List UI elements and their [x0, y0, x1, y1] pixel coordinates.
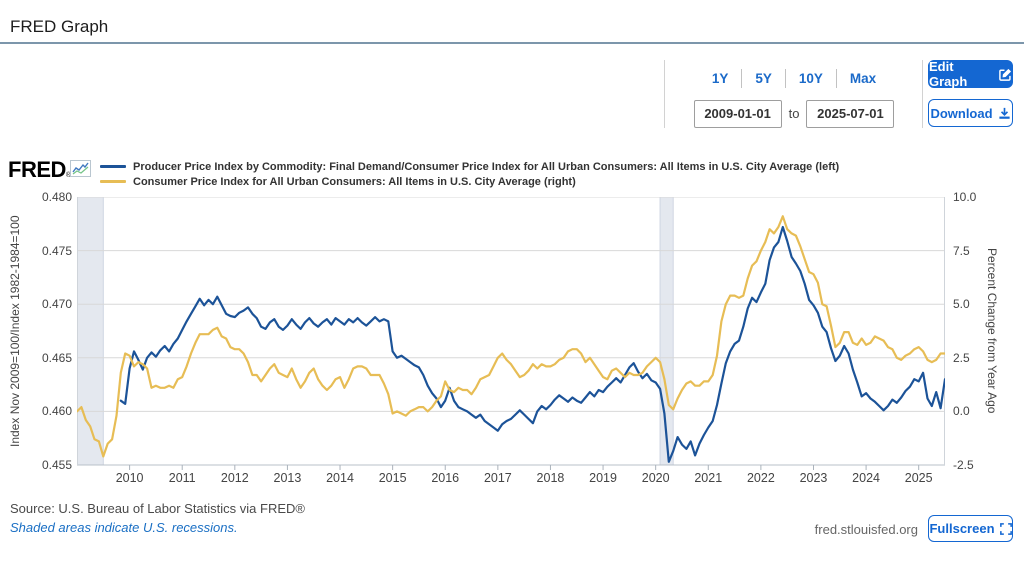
- left-axis-tick-label: 0.480: [41, 190, 72, 204]
- toolbar-divider-right: [922, 60, 923, 128]
- x-axis-year-label: 2010: [115, 471, 144, 485]
- title-bar: FRED Graph: [0, 0, 1024, 44]
- registered-mark: ®: [65, 172, 71, 179]
- date-range-controls: to: [672, 99, 916, 128]
- x-axis-year-label: 2024: [852, 471, 880, 485]
- x-axis-year-label: 2012: [220, 471, 249, 485]
- legend-swatch: [100, 180, 126, 183]
- edit-graph-button[interactable]: Edit Graph: [928, 59, 1013, 89]
- x-axis-year-label: 2016: [431, 471, 460, 485]
- series-line-left: [119, 225, 945, 463]
- legend-label: Producer Price Index by Commodity: Final…: [133, 160, 840, 173]
- range-separator: [741, 68, 743, 88]
- x-axis-year-label: 2017: [483, 471, 512, 485]
- x-axis-year-label: 2020: [641, 471, 670, 485]
- right-axis-tick-label: 10.0: [953, 190, 977, 204]
- range-link-max[interactable]: Max: [849, 70, 877, 86]
- end-date-input[interactable]: [806, 99, 895, 128]
- left-axis-tick-label: 0.460: [41, 404, 72, 419]
- download-label: Download: [930, 105, 993, 121]
- edit-icon: [999, 68, 1012, 81]
- x-axis-year-label: 2011: [168, 471, 196, 485]
- source-text: Source: U.S. Bureau of Labor Statistics …: [10, 501, 305, 516]
- x-axis-year-label: 2014: [326, 471, 354, 485]
- legend-swatch: [100, 165, 126, 168]
- left-axis-tick-label: 0.455: [41, 458, 72, 472]
- x-axis-year-label: 2025: [904, 471, 933, 485]
- series-line-right: [77, 215, 945, 458]
- right-axis-tick-label: 7.5: [953, 243, 970, 258]
- x-axis-year-label: 2023: [799, 471, 828, 485]
- legend-item: Producer Price Index by Commodity: Final…: [100, 160, 839, 173]
- right-axis-title: Percent Change from Year Ago: [985, 248, 999, 414]
- right-axis-tick-label: 0.0: [953, 404, 970, 419]
- right-axis-tick-label: -2.5: [953, 458, 974, 472]
- site-url: fred.stlouisfed.org: [814, 522, 918, 537]
- left-axis-tick-label: 0.470: [41, 297, 72, 312]
- chart-legend: Producer Price Index by Commodity: Final…: [100, 160, 839, 190]
- toolbar-divider-left: [664, 60, 665, 128]
- recession-note-link[interactable]: Shaded areas indicate U.S. recessions.: [10, 520, 238, 535]
- fred-logo[interactable]: FRED®: [8, 157, 71, 182]
- start-date-input[interactable]: [693, 99, 782, 128]
- download-icon: [998, 107, 1010, 119]
- range-separator: [784, 68, 786, 88]
- download-button[interactable]: Download: [928, 99, 1013, 127]
- right-axis-tick-label: 2.5: [953, 350, 970, 365]
- left-axis-tick-label: 0.475: [41, 243, 72, 258]
- date-to-label: to: [788, 106, 800, 121]
- legend-item: Consumer Price Index for All Urban Consu…: [100, 175, 839, 188]
- x-axis-year-label: 2018: [536, 471, 565, 485]
- range-selector: 1Y 5Y 10Y Max: [672, 66, 916, 90]
- fullscreen-icon: [999, 522, 1012, 535]
- right-axis-tick-label: 5.0: [953, 297, 970, 312]
- line-chart-plot[interactable]: [77, 197, 945, 473]
- recession-band: [659, 197, 674, 466]
- x-axis-year-label: 2019: [589, 471, 617, 485]
- x-axis-year-label: 2021: [694, 471, 723, 485]
- fullscreen-button[interactable]: Fullscreen: [928, 515, 1013, 542]
- range-link-10y[interactable]: 10Y: [798, 70, 823, 86]
- page-title: FRED Graph: [10, 17, 109, 36]
- x-axis-year-label: 2013: [273, 471, 302, 485]
- fullscreen-label: Fullscreen: [929, 521, 995, 536]
- range-separator: [835, 68, 837, 88]
- range-link-1y[interactable]: 1Y: [711, 70, 729, 86]
- legend-label: Consumer Price Index for All Urban Consu…: [133, 175, 576, 188]
- edit-graph-label: Edit Graph: [929, 59, 968, 89]
- x-axis-year-label: 2015: [378, 471, 407, 485]
- left-axis-tick-label: 0.465: [41, 350, 72, 365]
- recession-band: [77, 197, 104, 466]
- x-axis-year-label: 2022: [746, 471, 775, 485]
- fred-logo-chart-icon: [70, 160, 91, 177]
- range-link-5y[interactable]: 5Y: [755, 70, 772, 86]
- left-axis-title: Index Nov 2009=100/Index 1982-1984=100: [8, 215, 22, 447]
